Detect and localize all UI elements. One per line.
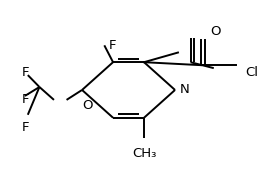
Text: Cl: Cl	[245, 66, 258, 79]
Text: F: F	[108, 39, 116, 52]
Text: F: F	[22, 66, 30, 79]
Text: F: F	[22, 93, 30, 106]
Text: O: O	[82, 99, 93, 112]
Text: CH₃: CH₃	[132, 148, 156, 160]
Text: F: F	[22, 121, 30, 134]
Text: O: O	[210, 25, 221, 38]
Text: N: N	[180, 83, 190, 96]
